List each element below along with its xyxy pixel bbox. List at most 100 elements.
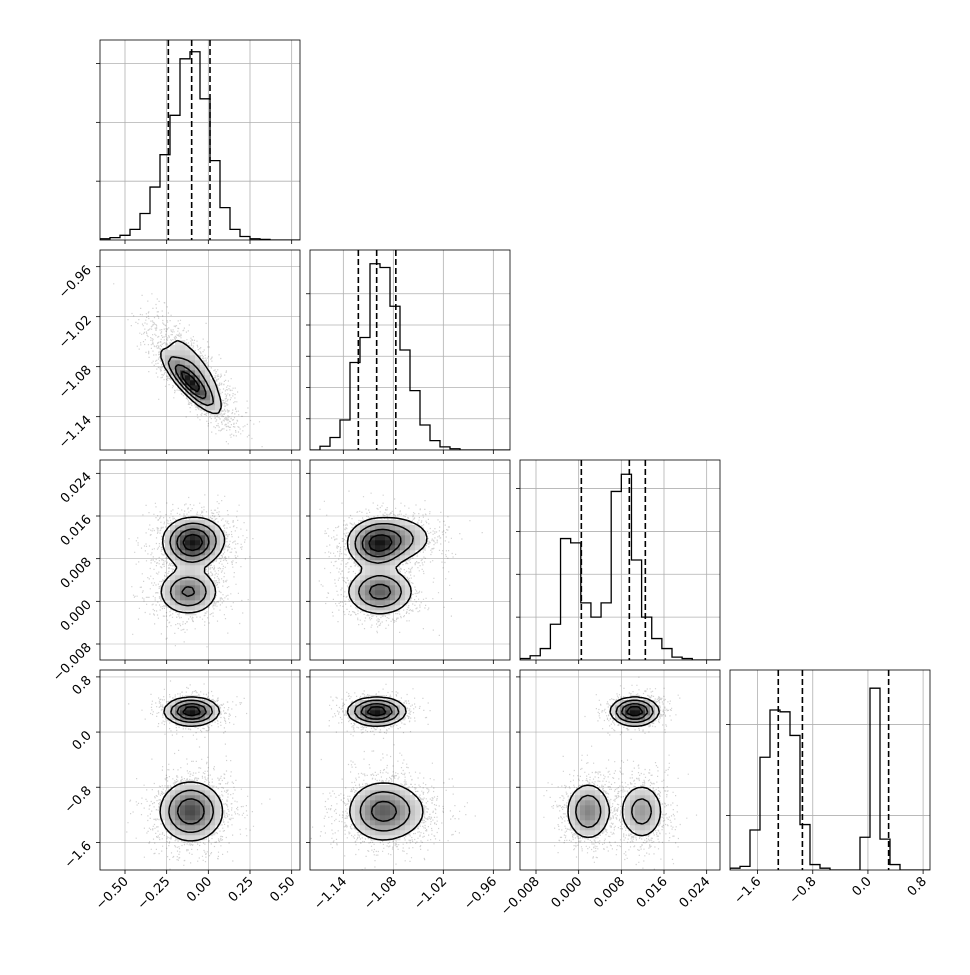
density-cell (380, 520, 386, 526)
density-cell (380, 790, 386, 796)
density-cell (180, 595, 186, 601)
density-cell (200, 600, 206, 606)
x-tick-label: 0.0 (850, 874, 875, 899)
density-cell (355, 585, 361, 591)
density-cell (185, 525, 191, 531)
density-cell (375, 535, 381, 541)
density-cell (385, 555, 391, 561)
density-cell (210, 710, 216, 716)
density-cell (360, 820, 366, 826)
density-cell (385, 570, 391, 576)
density-cell (645, 810, 651, 816)
density-cell (195, 570, 201, 576)
density-cell (185, 595, 191, 601)
density-cell (370, 520, 376, 526)
density-cell (395, 520, 401, 526)
density-cell (645, 790, 651, 796)
density-cell (370, 825, 376, 831)
density-cell (200, 790, 206, 796)
density-cell (375, 715, 381, 721)
density-cell (655, 800, 661, 806)
density-cell (390, 565, 396, 571)
density-cell (175, 795, 181, 801)
density-cell (215, 540, 221, 546)
density-cell (400, 590, 406, 596)
density-cell (165, 810, 171, 816)
density-cell (405, 800, 411, 806)
density-cell (170, 580, 176, 586)
density-cell (195, 395, 201, 401)
density-cell (630, 700, 636, 706)
density-cell (200, 570, 206, 576)
density-cell (200, 365, 206, 371)
density-cell (195, 785, 201, 791)
density-cell (205, 550, 211, 556)
density-cell (365, 530, 371, 536)
density-cell (380, 800, 386, 806)
density-cell (205, 370, 211, 376)
density-cell (415, 800, 421, 806)
density-cell (395, 560, 401, 566)
contour-line (160, 516, 226, 614)
density-cell (190, 715, 196, 721)
density-cell (195, 390, 201, 396)
density-cell (180, 355, 186, 361)
density-cell (410, 815, 416, 821)
density-cell (395, 590, 401, 596)
density-cell (200, 375, 206, 381)
density-cell (185, 790, 191, 796)
density-cell (205, 580, 211, 586)
density-cell (215, 820, 221, 826)
density-cell (175, 815, 181, 821)
density-cell (200, 590, 206, 596)
density-cell (360, 605, 366, 611)
density-cell (190, 700, 196, 706)
density-cell (360, 600, 366, 606)
density-cell (380, 795, 386, 801)
density-cell (165, 530, 171, 536)
density-cell (195, 385, 201, 391)
density-cell (370, 790, 376, 796)
density-cell (160, 350, 166, 356)
density-cell (400, 710, 406, 716)
density-cell (645, 705, 651, 711)
density-cell (180, 720, 186, 726)
density-cell (190, 810, 196, 816)
density-cell (190, 600, 196, 606)
x-tick-label: 0.8 (905, 874, 930, 899)
density-cell (390, 600, 396, 606)
density-cell (570, 810, 576, 816)
density-cell (365, 590, 371, 596)
density-cell (625, 800, 631, 806)
density-cell (160, 815, 166, 821)
density-cell (375, 580, 381, 586)
density-cell (630, 825, 636, 831)
density-cell (195, 800, 201, 806)
density-cell (390, 575, 396, 581)
density-cell (215, 800, 221, 806)
y-tick-label: 0.016 (58, 512, 95, 549)
density-cell (175, 375, 181, 381)
density-cell (600, 815, 606, 821)
density-cell (200, 575, 206, 581)
density-cell (370, 580, 376, 586)
density-cell (195, 835, 201, 841)
histogram-panel-0 (100, 40, 300, 240)
density-cell (210, 825, 216, 831)
density-cell (365, 520, 371, 526)
density-cell (395, 535, 401, 541)
density-cell (410, 530, 416, 536)
density-cell (580, 800, 586, 806)
density-cell (365, 600, 371, 606)
density-cell (205, 390, 211, 396)
density-cell (380, 535, 386, 541)
density-cell (165, 540, 171, 546)
density-cell (360, 550, 366, 556)
density-cell (175, 555, 181, 561)
density-cell (595, 825, 601, 831)
density-cell (410, 545, 416, 551)
density-cell (200, 595, 206, 601)
density-cell (220, 535, 226, 541)
density-cell (175, 605, 181, 611)
